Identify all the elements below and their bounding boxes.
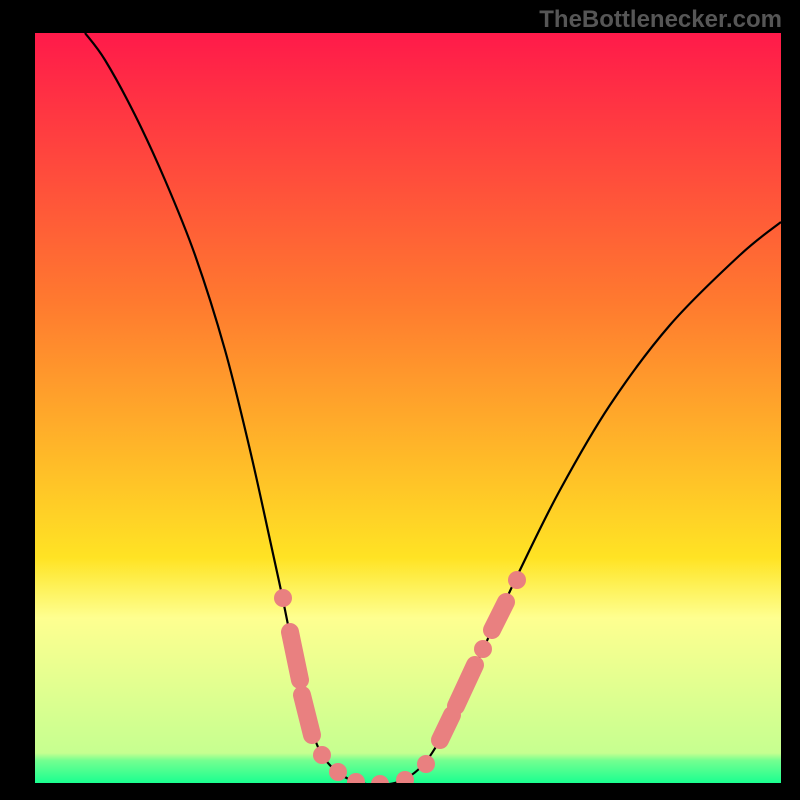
plot-area: [35, 33, 781, 783]
watermark-text: TheBottlenecker.com: [539, 6, 782, 34]
chart-container: TheBottlenecker.com: [0, 0, 800, 800]
